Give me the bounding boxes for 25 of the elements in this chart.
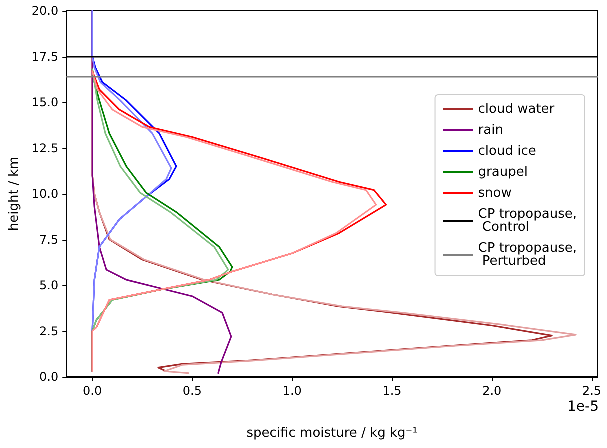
y-tick-label: 0.0 xyxy=(40,370,59,384)
x-tick-label: 2.5 xyxy=(582,384,602,398)
y-tick-label: 15.0 xyxy=(32,96,59,110)
y-tick-label: 17.5 xyxy=(32,50,59,64)
x-tick-label: 0.5 xyxy=(182,384,202,398)
y-tick-label: 12.5 xyxy=(32,141,59,156)
x-tick-label: 1.5 xyxy=(382,384,402,398)
text: 1e-5 xyxy=(568,399,600,415)
x-tick-label: 2.0 xyxy=(482,384,502,398)
legend-label: CP tropopause, Perturbed xyxy=(478,241,578,269)
legend-label: cloud water xyxy=(478,102,556,117)
y-tick-label: 7.5 xyxy=(40,232,59,247)
y-axis-title: height / km xyxy=(7,156,22,232)
y-tick-label: 5.0 xyxy=(40,278,59,292)
x-tick-label: 0.0 xyxy=(83,384,102,398)
y-tick-label: 10.0 xyxy=(32,187,59,201)
legend-label: graupel xyxy=(478,165,528,180)
legend-label: CP tropopause, Control xyxy=(478,207,578,235)
y-tick-label: 2.5 xyxy=(40,324,59,338)
legend-label: rain xyxy=(478,123,504,138)
legend-label: snow xyxy=(478,186,512,201)
legend-label: cloud ice xyxy=(478,144,536,159)
x-tick-label: 1.0 xyxy=(282,384,302,398)
y-tick-label: 20.0 xyxy=(32,4,59,18)
x-axis-title: specific moisture / kg kg⁻¹ xyxy=(246,426,418,441)
